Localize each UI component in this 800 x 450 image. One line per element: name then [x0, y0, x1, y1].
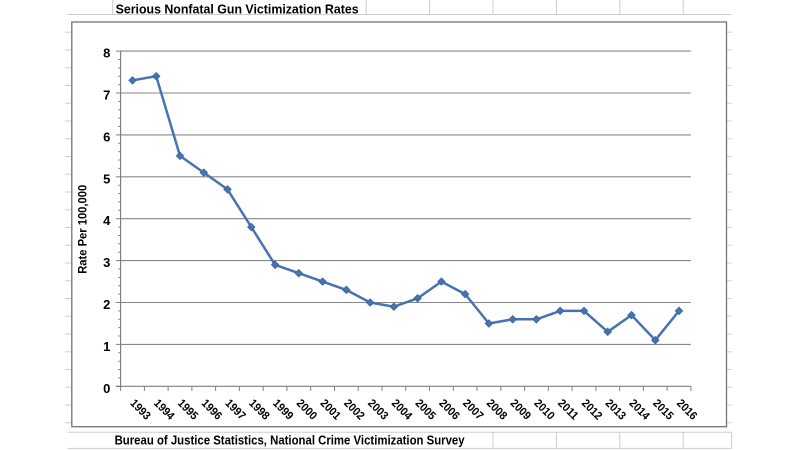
svg-text:Rate Per 100,000: Rate Per 100,000 — [76, 184, 90, 273]
svg-text:0: 0 — [103, 381, 110, 396]
svg-text:3: 3 — [103, 255, 110, 270]
svg-text:2: 2 — [103, 297, 110, 312]
svg-text:8: 8 — [103, 46, 110, 61]
svg-text:5: 5 — [103, 171, 110, 186]
svg-text:Bureau of Justice Statistics,: Bureau of Justice Statistics, National C… — [115, 432, 466, 447]
svg-text:1: 1 — [103, 339, 110, 354]
svg-text:7: 7 — [103, 88, 110, 103]
svg-text:6: 6 — [103, 129, 110, 144]
svg-text:Serious Nonfatal Gun Victimiza: Serious Nonfatal Gun Victimization Rates — [116, 1, 359, 16]
svg-text:4: 4 — [103, 213, 111, 228]
